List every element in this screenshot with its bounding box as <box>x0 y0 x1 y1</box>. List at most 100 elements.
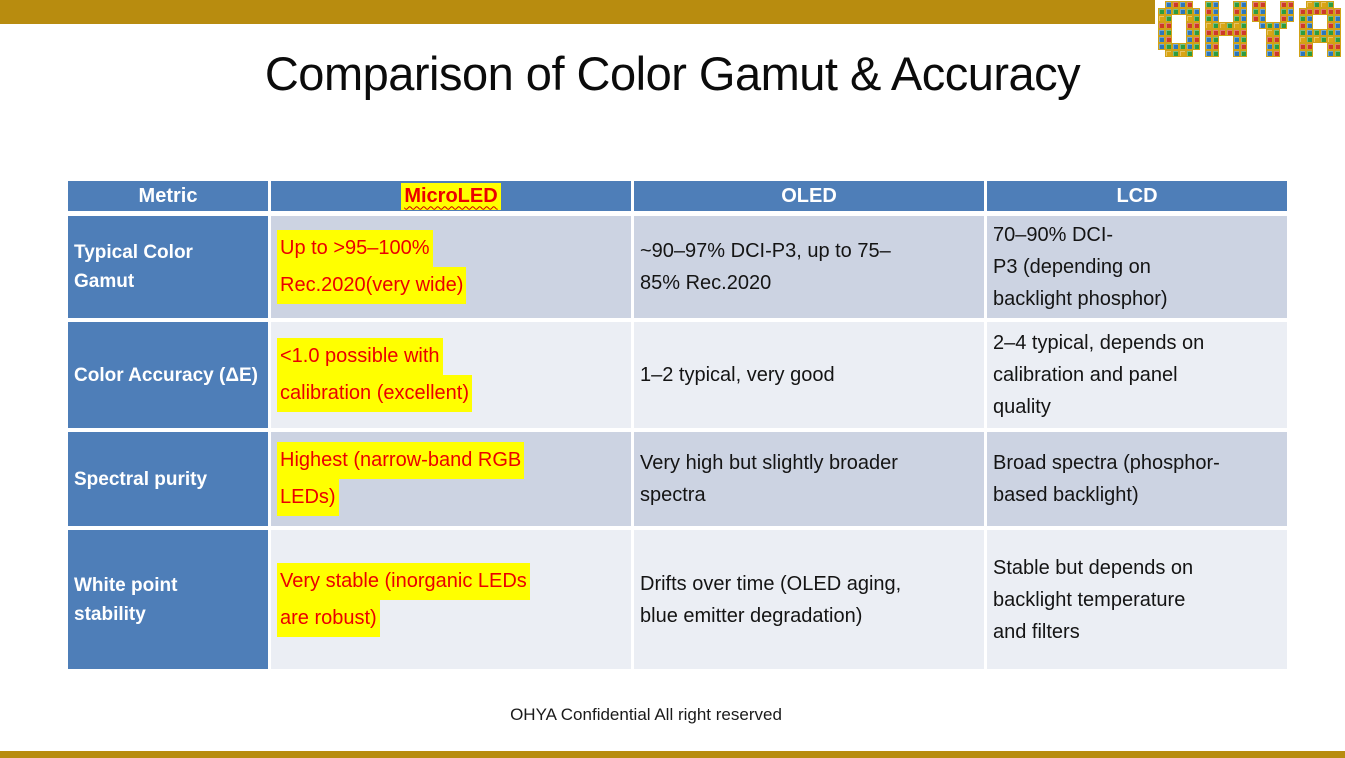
logo-tile <box>1165 15 1172 22</box>
header-cell-metric: Metric <box>68 181 268 211</box>
logo-tile <box>1266 50 1273 57</box>
logo-tile <box>1179 1 1186 8</box>
logo-tile <box>1273 1 1280 8</box>
highlighted-text: are robust) <box>277 599 380 637</box>
logo-tile <box>1193 1 1200 8</box>
logo-tile <box>1158 43 1165 50</box>
logo-tile <box>1273 29 1280 36</box>
logo-tile <box>1172 15 1179 22</box>
logo-tile <box>1327 22 1334 29</box>
logo-tile <box>1252 22 1259 29</box>
logo-tile <box>1306 50 1313 57</box>
logo-tile <box>1320 36 1327 43</box>
logo-tile <box>1179 36 1186 43</box>
logo-tile <box>1273 43 1280 50</box>
logo-tile <box>1273 8 1280 15</box>
logo-tile <box>1205 15 1212 22</box>
logo-tile <box>1219 22 1226 29</box>
logo-tile <box>1320 1 1327 8</box>
logo-tile <box>1252 29 1259 36</box>
logo-tile <box>1299 8 1306 15</box>
logo-tile <box>1212 43 1219 50</box>
lcd-cell: 2–4 typical, depends on calibration and … <box>987 322 1287 428</box>
logo-tile <box>1205 43 1212 50</box>
logo-tile <box>1280 15 1287 22</box>
logo-tile <box>1212 36 1219 43</box>
logo-tile <box>1299 29 1306 36</box>
logo-tile <box>1158 1 1165 8</box>
logo-tile <box>1172 36 1179 43</box>
logo-tile <box>1334 43 1341 50</box>
logo-tile <box>1226 22 1233 29</box>
logo-tile <box>1299 1 1306 8</box>
logo-tile <box>1179 22 1186 29</box>
logo-tile <box>1212 1 1219 8</box>
logo-tile <box>1259 8 1266 15</box>
logo-tile <box>1334 22 1341 29</box>
logo-letter-h <box>1205 1 1247 57</box>
logo-tile <box>1219 15 1226 22</box>
logo-tile <box>1233 36 1240 43</box>
logo-tile <box>1334 1 1341 8</box>
logo-tile <box>1299 36 1306 43</box>
logo-tile <box>1186 50 1193 57</box>
oled-cell: ~90–97% DCI-P3, up to 75– 85% Rec.2020 <box>634 216 984 318</box>
microled-header-label: MicroLED <box>401 182 501 210</box>
table-header-row: Metric MicroLED OLED LCD <box>68 181 1287 211</box>
logo-tile <box>1287 15 1294 22</box>
logo-tile <box>1306 1 1313 8</box>
logo-tile <box>1186 1 1193 8</box>
logo-tile <box>1240 15 1247 22</box>
table-row: White point stability Very stable (inorga… <box>68 530 1287 669</box>
metric-cell: Color Accuracy (ΔE) <box>68 322 268 428</box>
logo-tile <box>1186 22 1193 29</box>
highlighted-text: LEDs) <box>277 479 339 516</box>
logo-tile <box>1327 43 1334 50</box>
logo-tile <box>1233 43 1240 50</box>
logo-tile <box>1266 43 1273 50</box>
logo-tile <box>1186 36 1193 43</box>
logo-tile <box>1287 36 1294 43</box>
logo-tile <box>1259 1 1266 8</box>
logo-tile <box>1226 1 1233 8</box>
microled-cell: Highest (narrow-band RGB LEDs) <box>271 432 631 526</box>
highlighted-text: <1.0 possible with <box>277 338 443 375</box>
logo-tile <box>1320 15 1327 22</box>
microled-cell: Very stable (inorganic LEDs are robust) <box>271 530 631 669</box>
logo-tile <box>1158 15 1165 22</box>
logo-tile <box>1212 29 1219 36</box>
logo-tile <box>1205 50 1212 57</box>
logo-tile <box>1172 50 1179 57</box>
logo-tile <box>1287 8 1294 15</box>
logo-tile <box>1287 29 1294 36</box>
microled-cell: <1.0 possible with calibration (excellent… <box>271 322 631 428</box>
logo-tile <box>1172 43 1179 50</box>
logo-tile <box>1165 36 1172 43</box>
comparison-table: Metric MicroLED OLED LCD Typical Color G… <box>68 181 1287 673</box>
logo-tile <box>1334 15 1341 22</box>
header-cell-oled: OLED <box>634 181 984 211</box>
logo-tile <box>1186 8 1193 15</box>
logo-tile <box>1158 29 1165 36</box>
logo-tile <box>1252 8 1259 15</box>
logo-tile <box>1205 29 1212 36</box>
table-row: Spectral purity Highest (narrow-band RGB L… <box>68 432 1287 526</box>
logo-tile <box>1266 22 1273 29</box>
microled-cell: Up to >95–100% Rec.2020(very wide) <box>271 216 631 318</box>
logo-tile <box>1313 36 1320 43</box>
logo-tile <box>1327 1 1334 8</box>
logo-tile <box>1259 29 1266 36</box>
logo-tile <box>1299 43 1306 50</box>
logo-tile <box>1273 15 1280 22</box>
logo-tile <box>1240 43 1247 50</box>
logo-tile <box>1266 29 1273 36</box>
logo-tile <box>1212 8 1219 15</box>
logo-tile <box>1233 50 1240 57</box>
table-row: Color Accuracy (ΔE) <1.0 possible with cal… <box>68 322 1287 428</box>
logo-letter-o <box>1158 1 1200 57</box>
lcd-cell: 70–90% DCI- P3 (depending on backlight p… <box>987 216 1287 318</box>
logo-tile <box>1205 1 1212 8</box>
logo-tile <box>1266 15 1273 22</box>
logo-tile <box>1327 8 1334 15</box>
logo-tile <box>1327 50 1334 57</box>
